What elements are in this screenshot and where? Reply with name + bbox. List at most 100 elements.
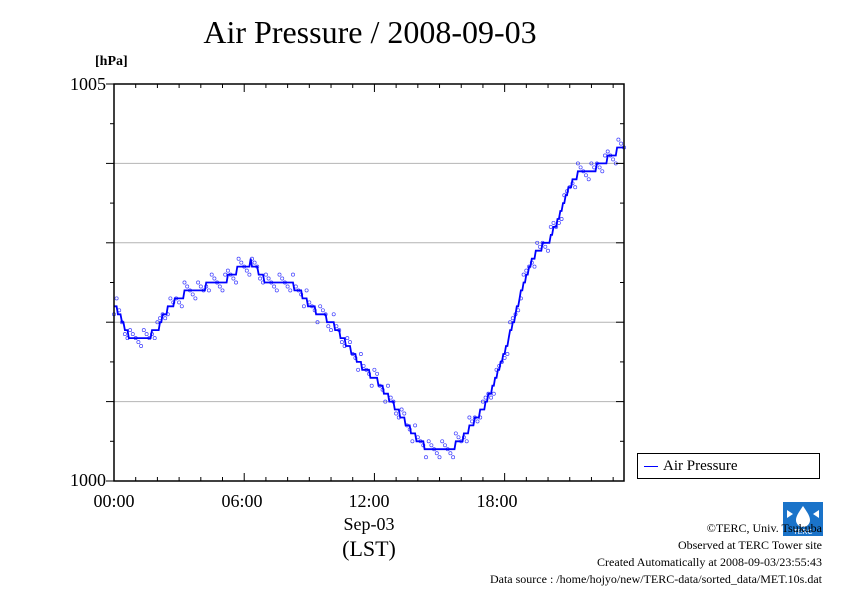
data-point <box>413 423 418 428</box>
data-point <box>188 288 192 293</box>
data-point <box>527 264 532 269</box>
data-point <box>584 173 588 178</box>
data-point <box>307 300 312 305</box>
data-point <box>529 260 534 265</box>
data-point <box>304 288 309 293</box>
data-point <box>337 328 342 333</box>
data-point <box>421 443 426 448</box>
data-point <box>323 312 328 317</box>
data-point <box>147 336 152 341</box>
data-point <box>185 284 190 289</box>
data-point <box>266 276 271 281</box>
data-point <box>611 157 616 162</box>
credit-source: Data source : /home/hojyo/new/TERC-data/… <box>489 572 822 586</box>
data-point <box>171 300 176 305</box>
data-point <box>440 439 445 444</box>
data-point <box>548 224 553 229</box>
data-point <box>255 264 260 269</box>
data-point <box>141 328 146 333</box>
data-point <box>182 280 187 285</box>
logo-text: TERC <box>793 529 812 536</box>
data-point <box>299 292 304 297</box>
data-point <box>201 288 206 293</box>
data-point <box>353 355 358 360</box>
data-point <box>198 284 203 289</box>
data-point <box>247 272 252 277</box>
data-point <box>128 328 133 333</box>
x-tick-label: 06:00 <box>221 491 263 511</box>
data-point <box>318 304 323 309</box>
data-point <box>556 220 561 225</box>
legend-label: Air Pressure <box>663 457 738 474</box>
data-point <box>261 280 265 285</box>
data-point <box>231 276 236 281</box>
series-line <box>114 146 624 451</box>
credit-copyright: ©TERC, Univ. Tsukuba <box>706 521 822 535</box>
data-point <box>394 411 399 416</box>
logo-wing-right <box>813 510 819 518</box>
data-point <box>480 399 485 404</box>
data-point <box>329 328 333 333</box>
data-point <box>364 367 369 372</box>
data-point <box>196 280 201 285</box>
data-point <box>592 165 597 170</box>
data-point <box>448 451 453 456</box>
data-point <box>274 288 279 293</box>
data-point <box>228 272 233 277</box>
data-point <box>434 451 439 456</box>
data-point <box>581 169 586 174</box>
data-point <box>331 312 336 317</box>
data-point <box>619 141 624 146</box>
data-point <box>532 264 537 269</box>
data-point <box>179 304 184 309</box>
data-point <box>445 447 450 452</box>
data-point <box>223 272 228 277</box>
data-point <box>122 332 127 337</box>
data-point <box>190 292 195 297</box>
data-point <box>489 395 494 400</box>
data-point <box>575 161 580 166</box>
data-point <box>339 340 344 345</box>
data-point <box>418 439 423 444</box>
data-point <box>410 439 415 444</box>
x-tick-label: 12:00 <box>348 491 390 511</box>
credit-observed: Observed at TERC Tower site <box>677 538 822 552</box>
data-point <box>594 161 599 166</box>
data-point <box>114 296 119 301</box>
data-point <box>250 256 254 261</box>
x-axis-timezone-label: (LST) <box>342 536 396 561</box>
data-point <box>234 280 238 285</box>
data-point <box>540 240 545 245</box>
data-point <box>288 288 293 293</box>
data-point <box>252 260 257 265</box>
data-point <box>168 296 173 301</box>
data-point <box>312 308 317 313</box>
data-point <box>272 284 277 289</box>
data-point <box>277 272 282 277</box>
series-air-pressure <box>112 137 626 460</box>
data-point <box>605 149 610 154</box>
plot-border <box>113 83 625 482</box>
data-point <box>391 399 396 404</box>
x-tick-label: 00:00 <box>93 491 135 511</box>
data-point <box>377 383 382 388</box>
data-point <box>426 439 431 444</box>
data-point <box>475 419 480 424</box>
data-point <box>546 248 550 253</box>
data-point <box>483 395 488 400</box>
data-point <box>396 415 401 420</box>
data-point <box>152 336 157 341</box>
data-point <box>456 435 461 440</box>
data-point <box>535 240 540 245</box>
data-point <box>263 272 268 277</box>
data-point <box>554 224 559 229</box>
data-point <box>206 288 211 293</box>
data-point <box>301 304 306 309</box>
data-point <box>405 423 409 428</box>
data-point <box>320 308 325 313</box>
data-point <box>244 268 249 273</box>
data-point <box>163 316 168 321</box>
data-point <box>521 272 526 277</box>
data-point <box>139 344 144 348</box>
data-point <box>429 443 434 448</box>
